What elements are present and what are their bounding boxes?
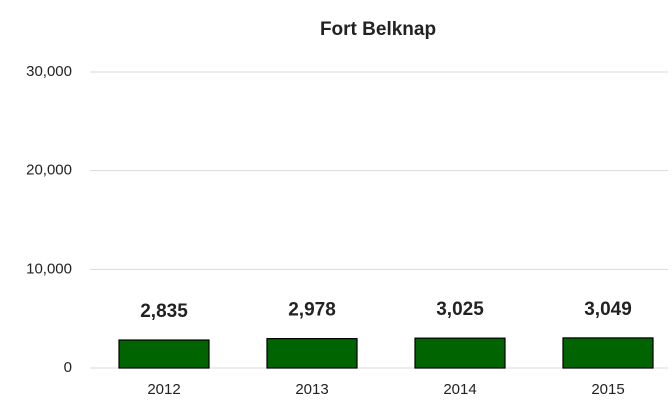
bar (414, 337, 506, 369)
y-tick-label: 10,000 (26, 260, 72, 277)
data-label: 3,025 (436, 299, 484, 320)
bar (266, 338, 358, 369)
x-tick-label: 2012 (147, 381, 180, 398)
x-tick-label: 2013 (295, 381, 328, 398)
y-tick-label: 30,000 (26, 63, 72, 80)
chart-title: Fort Belknap (320, 19, 436, 40)
bar (562, 337, 654, 369)
bar (118, 339, 210, 369)
y-tick-label: 0 (64, 359, 72, 376)
data-label: 2,978 (288, 300, 336, 321)
x-tick-label: 2015 (591, 381, 624, 398)
y-tick-label: 20,000 (26, 162, 72, 179)
x-tick-label: 2014 (443, 381, 476, 398)
data-label: 2,835 (140, 301, 188, 322)
data-label: 3,049 (584, 299, 632, 320)
